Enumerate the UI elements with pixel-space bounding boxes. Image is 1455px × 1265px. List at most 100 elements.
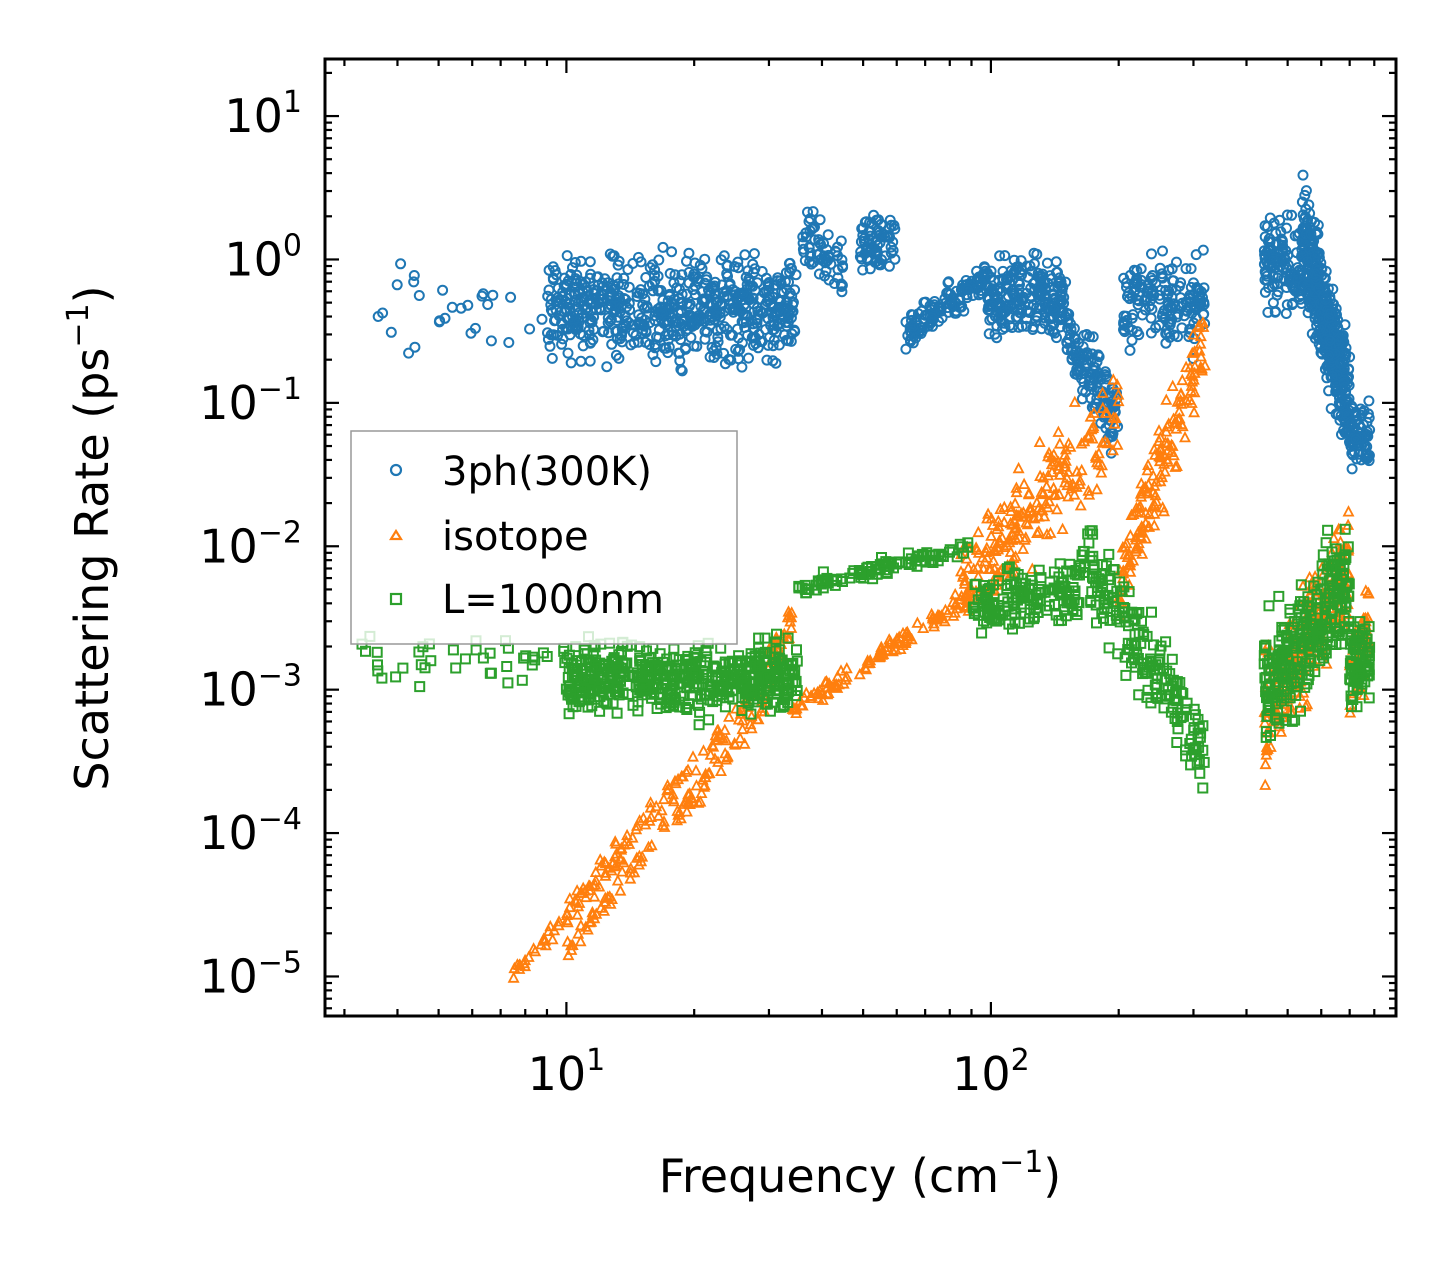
point-boundary [1104,614,1116,626]
point-boundary [1304,653,1316,665]
point-3ph [1002,270,1014,282]
point-3ph [1013,321,1025,333]
point-3ph [1161,290,1173,301]
point-isotope [886,644,899,657]
point-boundary [944,546,955,558]
point-boundary [1139,666,1151,678]
point-3ph [1323,312,1335,324]
series-circle [372,169,1376,475]
point-boundary [962,537,974,549]
point-3ph [945,296,957,308]
point-isotope [561,908,573,920]
point-isotope [718,723,731,735]
point-3ph [1331,335,1343,347]
point-isotope [645,810,658,822]
point-isotope [1175,417,1188,430]
point-3ph [1274,214,1286,226]
point-isotope [738,737,751,749]
point-boundary [771,628,782,640]
point-isotope [1041,500,1054,513]
legend-marker-isotope [389,528,403,541]
point-3ph [1350,409,1362,421]
point-3ph [1088,361,1100,373]
point-3ph [642,302,653,314]
point-3ph [673,347,685,359]
point-isotope [1117,564,1130,576]
point-3ph [653,332,665,344]
point-3ph [681,255,692,267]
point-isotope [1127,554,1140,566]
point-3ph [836,286,848,298]
point-isotope [614,884,627,896]
point-3ph [1363,395,1375,407]
point-isotope [941,606,954,618]
point-3ph [699,325,711,337]
point-isotope [1188,385,1201,398]
point-boundary [704,685,716,697]
point-boundary [654,648,666,660]
point-isotope [971,543,984,555]
point-3ph [1299,211,1311,223]
point-3ph [835,278,847,290]
point-3ph [813,268,825,280]
point-3ph [761,354,773,366]
point-isotope [994,502,1007,514]
point-boundary [1172,723,1184,735]
point-3ph [739,249,751,261]
point-isotope [1149,499,1161,511]
point-3ph [855,246,867,258]
point-3ph [561,250,573,262]
point-isotope [1096,401,1109,414]
point-3ph [437,284,449,296]
point-3ph [1004,301,1016,313]
point-isotope [1015,506,1028,519]
point-isotope [1053,468,1066,480]
point-boundary [1320,537,1332,549]
point-3ph [1185,263,1197,275]
point-3ph [1334,357,1346,369]
point-boundary [638,680,650,692]
point-isotope [1033,435,1046,448]
point-3ph [1158,305,1170,317]
point-3ph [1324,335,1336,347]
point-3ph [1021,313,1033,325]
point-boundary [681,704,693,715]
point-3ph [544,340,556,352]
point-isotope [1096,436,1109,448]
point-boundary [784,665,796,677]
point-3ph [1013,289,1025,301]
point-3ph [439,312,451,324]
point-3ph [1340,342,1352,354]
point-isotope [1083,488,1096,500]
point-isotope [1158,457,1171,469]
point-3ph [783,258,795,269]
point-boundary [1103,642,1115,654]
point-3ph [605,313,617,325]
point-3ph [1191,282,1203,293]
point-3ph [1351,414,1363,426]
point-isotope [1062,490,1075,502]
point-isotope [1075,437,1088,449]
point-boundary [711,694,723,706]
point-3ph [1145,327,1157,339]
point-3ph [1160,337,1172,349]
point-boundary [847,567,859,579]
point-isotope [630,851,643,863]
point-isotope [1119,540,1132,552]
point-boundary [1261,692,1272,704]
point-3ph [1011,261,1023,273]
point-3ph [569,288,581,300]
point-3ph [403,347,415,359]
point-boundary [537,647,549,659]
point-boundary [1328,555,1340,567]
point-3ph [1190,312,1202,324]
point-boundary [877,558,889,570]
y-tick-label: 10−3 [199,659,302,717]
point-boundary [1188,722,1200,734]
point-boundary [1295,705,1306,717]
point-isotope [962,561,975,573]
point-isotope [1074,499,1087,511]
legend-label-boundary: L=1000nm [442,577,664,623]
point-isotope [1259,757,1272,770]
point-boundary [686,689,698,701]
